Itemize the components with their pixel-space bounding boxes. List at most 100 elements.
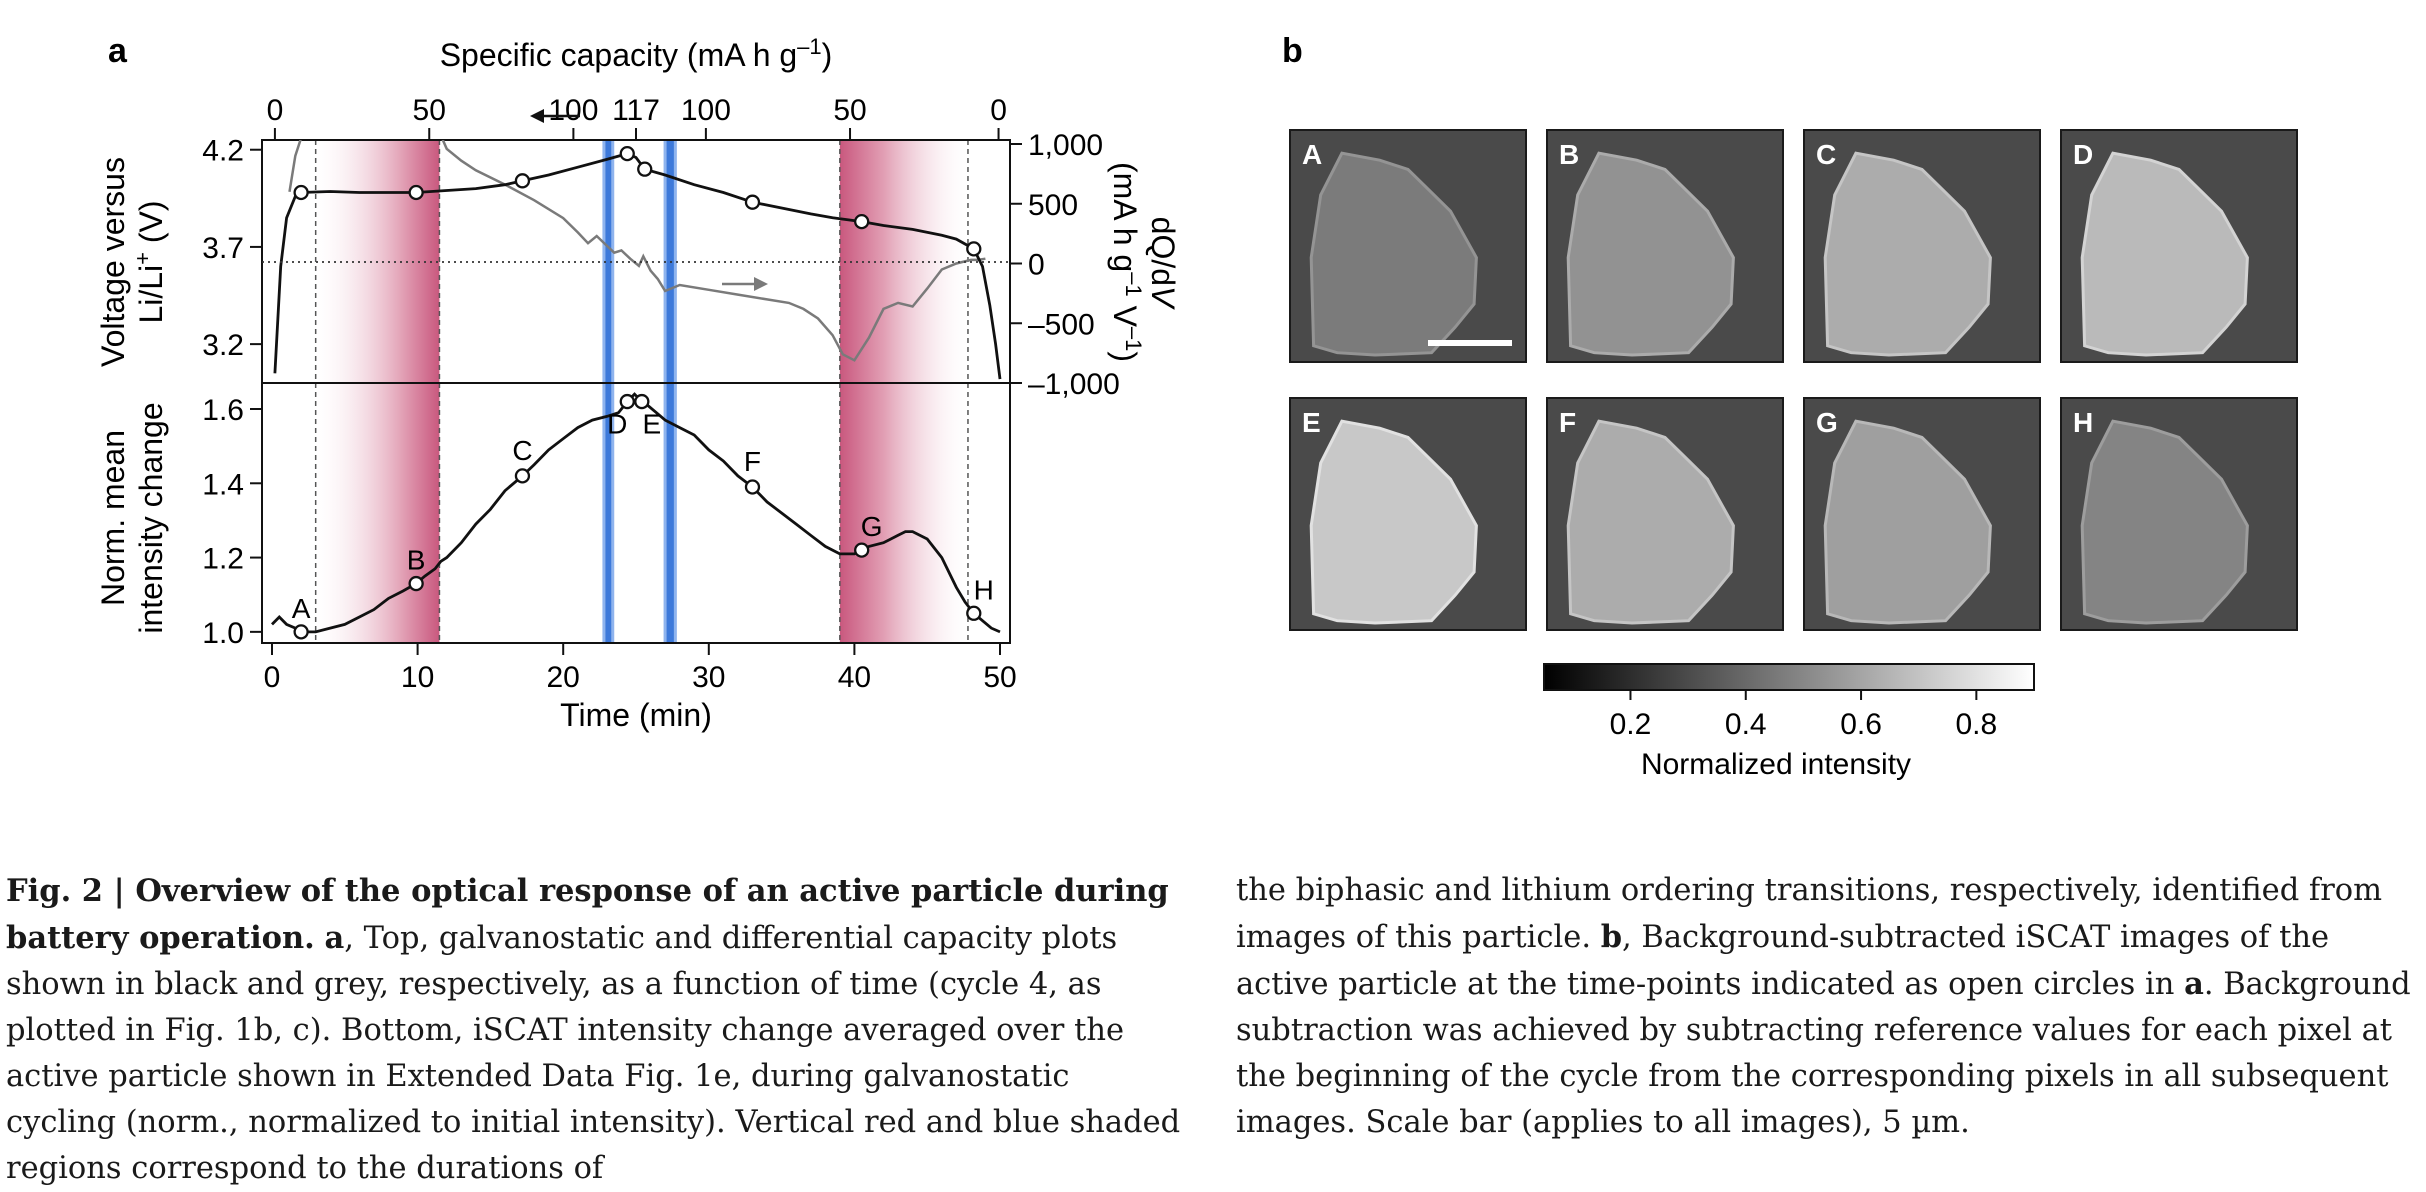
particle — [1566, 151, 1735, 357]
x-tick-label: 30 — [692, 661, 725, 694]
y-left-tick-label: 3.7 — [202, 232, 244, 265]
blue-region-core — [666, 140, 674, 643]
image-label: F — [1559, 407, 1576, 438]
axis-ticks: 0 10 20 30 40 500 50 100 117 100 50 03.23.74.2 1,000… — [202, 94, 1119, 694]
y-bottom-tick-label: 1.2 — [202, 543, 244, 576]
x-tick-label: 40 — [838, 661, 871, 694]
y-right-tick-label: 1,000 — [1028, 129, 1103, 162]
voltage-marker — [966, 241, 982, 257]
image-label: A — [1302, 139, 1322, 170]
colorbar-label: Normalized intensity — [1641, 748, 1911, 781]
marker-label: G — [861, 511, 883, 542]
y-right-tick-label: 0 — [1028, 249, 1045, 282]
svg-text:dQ/dV: dQ/dV — [1145, 217, 1181, 310]
voltage-marker — [854, 213, 870, 230]
caption-bold-a: a — [324, 920, 345, 956]
particle — [1823, 151, 1992, 357]
dqdv-line — [288, 140, 986, 362]
voltage-marker — [637, 161, 653, 177]
marker-label: D — [607, 409, 627, 440]
svg-text:Norm. mean: Norm. mean — [95, 430, 131, 606]
image-label: H — [2073, 407, 2093, 438]
marker-label: C — [512, 435, 532, 466]
iscat-image-d: D — [2060, 129, 2298, 363]
caption-bold-a-ref: a — [2184, 966, 2204, 1002]
left-bottom-axis-label: Norm. mean intensity change — [95, 402, 169, 633]
intensity-marker — [619, 393, 635, 410]
blue-region-core — [605, 140, 612, 643]
dqdv-arrow — [722, 277, 768, 291]
image-label: B — [1559, 139, 1579, 170]
colorbar-tick-label: 0.4 — [1725, 708, 1767, 741]
markers: A B C D E F G H — [292, 145, 994, 640]
y-right-tick-label: –500 — [1028, 308, 1095, 341]
colorbar: 0.2 0.4 0.6 0.8 Normalized intensity — [1543, 663, 2035, 781]
y-right-tick-label: –1,000 — [1028, 368, 1120, 401]
intensity-marker — [854, 542, 870, 558]
x-tick-label: 20 — [547, 661, 580, 694]
right-axis-label: dQ/dV (mA h g–1 V–1) — [1107, 162, 1181, 362]
y-bottom-tick-label: 1.0 — [202, 617, 244, 650]
image-label: C — [1816, 139, 1836, 170]
marker-label: E — [642, 409, 661, 440]
voltage-marker — [293, 184, 309, 201]
svg-text:Voltage versus: Voltage versus — [95, 157, 131, 367]
top-tick-label: 50 — [413, 94, 446, 127]
particle — [1309, 419, 1478, 625]
shaded-regions — [314, 140, 969, 643]
left-top-axis-label: Voltage versus Li/Li+ (V) — [95, 157, 169, 367]
x-tick-label: 0 — [264, 661, 281, 694]
particle — [2080, 151, 2249, 357]
svg-text:Li/Li+ (V): Li/Li+ (V) — [130, 200, 169, 323]
particle — [2080, 419, 2249, 625]
iscat-image-a: A — [1289, 129, 1527, 363]
intensity-marker — [408, 575, 424, 592]
marker-label: F — [744, 446, 761, 477]
svg-text:(mA h g–1 V–1): (mA h g–1 V–1) — [1107, 162, 1146, 362]
caption-bold-b: b — [1600, 919, 1623, 955]
caption-right-text1: the biphasic and lithium ordering transi… — [1236, 873, 2383, 955]
x-tick-label: 10 — [401, 661, 434, 694]
caption-right-text2: , Background-subtracted iSCAT images of … — [1236, 920, 2330, 1002]
voltage-marker — [408, 184, 424, 201]
figure: a b 0 10 20 30 40 500 50 100 117 100 50 03.23.74.2 1… — [95, 32, 2298, 781]
y-bottom-tick-label: 1.4 — [202, 468, 244, 501]
particle — [1823, 419, 1992, 625]
panel-b-label: b — [1282, 32, 1303, 70]
y-bottom-tick-label: 1.6 — [202, 394, 244, 427]
colorbar-tick-label: 0.2 — [1610, 708, 1652, 741]
top-tick-label: 0 — [267, 94, 284, 127]
figure-title: Fig. 2 | Overview of the optical respons… — [6, 873, 1169, 956]
image-label: D — [2073, 139, 2093, 170]
iscat-image-c: C — [1803, 129, 2041, 363]
iscat-image-g: G — [1803, 397, 2041, 631]
svg-text:intensity change: intensity change — [133, 402, 169, 633]
marker-label: B — [407, 545, 426, 576]
intensity-marker — [293, 624, 309, 640]
top-tick-label: 100 — [681, 94, 731, 127]
voltage-arrow — [530, 109, 580, 123]
red-region — [315, 140, 440, 643]
y-right-tick-label: 500 — [1028, 189, 1078, 222]
particle — [1309, 151, 1478, 357]
x-tick-label: 50 — [983, 661, 1016, 694]
particle — [1566, 419, 1735, 625]
voltage-marker — [514, 173, 531, 189]
marker-label: A — [292, 593, 311, 624]
top-axis-label: Specific capacity (mA h g–1) — [440, 34, 833, 73]
intensity-marker — [634, 393, 650, 410]
iscat-image-h: H — [2060, 397, 2298, 631]
top-tick-label: 117 — [612, 94, 660, 127]
image-grid: A B C D E F G H — [1289, 129, 2298, 631]
caption-left-text: , Top, galvanostatic and differential ca… — [6, 921, 1181, 1186]
caption-right-text3: . Background subtraction was achieved by… — [1236, 967, 2411, 1140]
top-tick-label: 100 — [548, 94, 598, 127]
top-tick-label: 0 — [990, 94, 1007, 127]
marker-label: H — [974, 574, 994, 605]
iscat-image-e: E — [1289, 397, 1527, 631]
intensity-marker — [514, 468, 531, 484]
voltage-marker — [744, 194, 761, 210]
image-label: G — [1816, 407, 1838, 438]
iscat-image-f: F — [1546, 397, 1784, 631]
image-label: E — [1302, 407, 1321, 438]
